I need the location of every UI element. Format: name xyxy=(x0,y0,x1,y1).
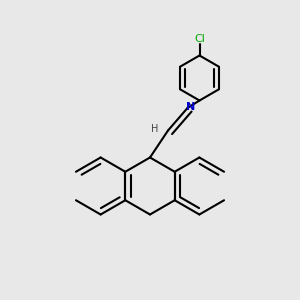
Text: H: H xyxy=(151,124,158,134)
Text: N: N xyxy=(187,101,196,112)
Text: Cl: Cl xyxy=(194,34,205,44)
